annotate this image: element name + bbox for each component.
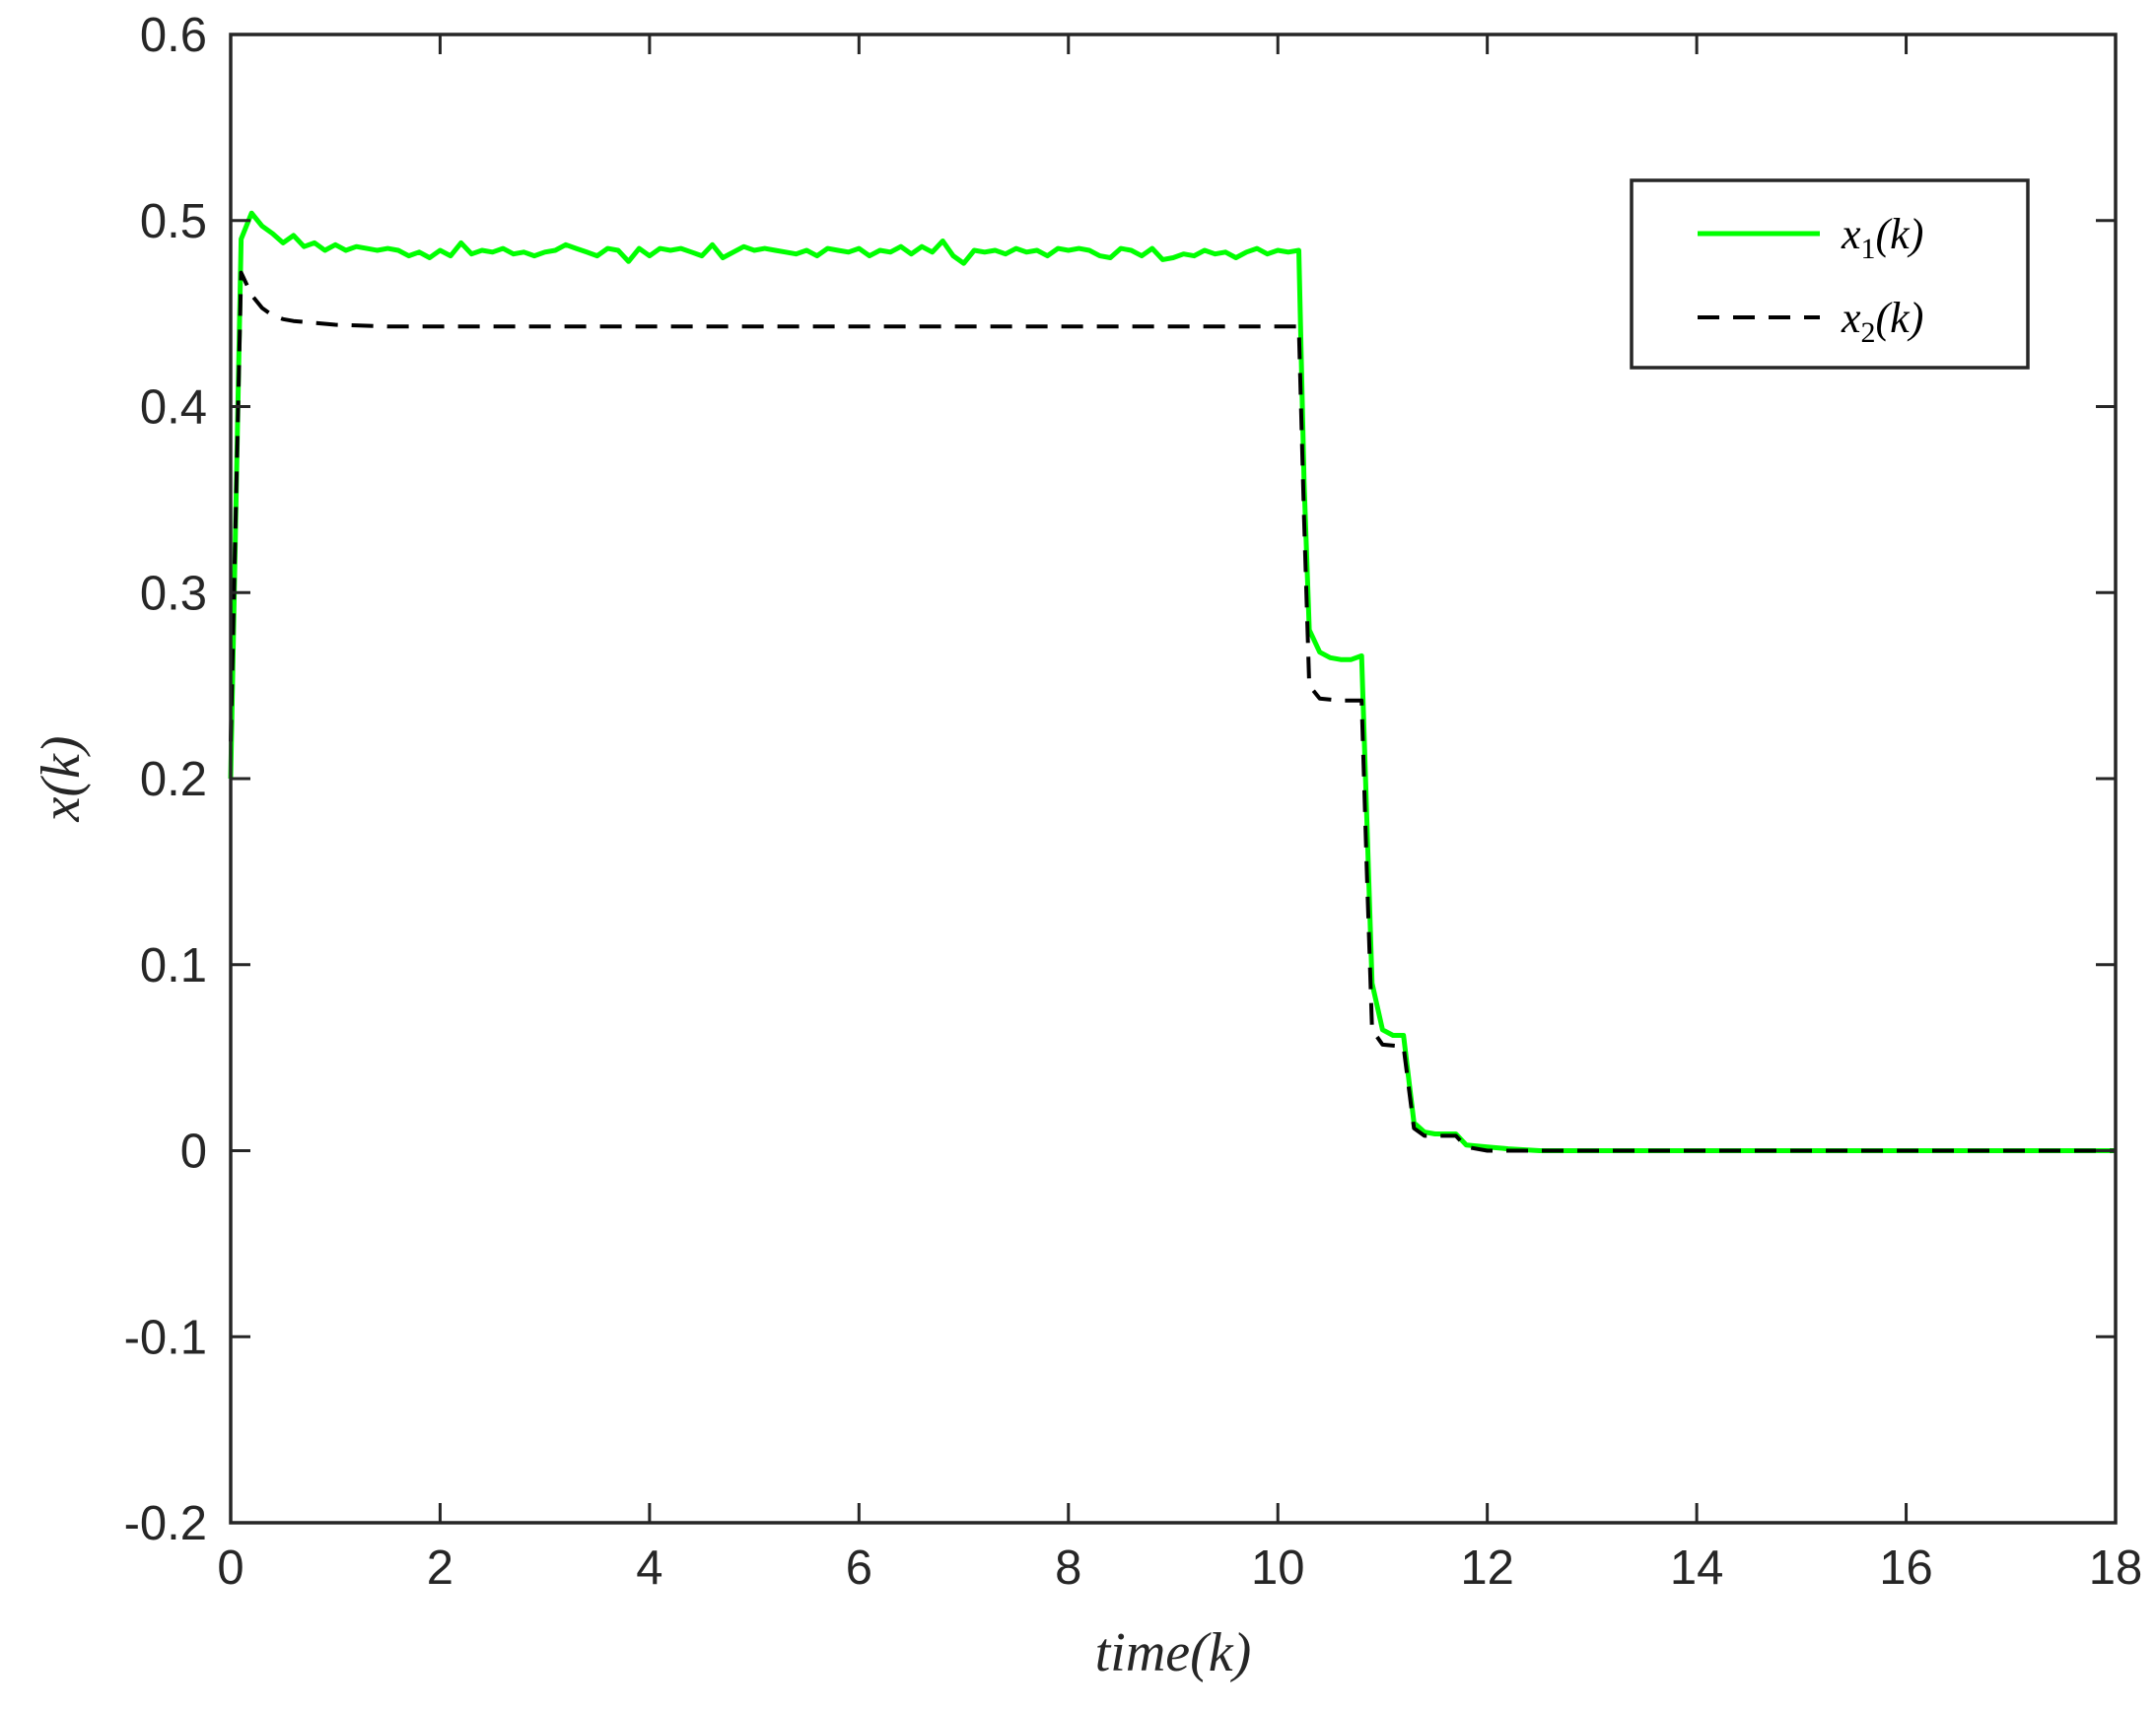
- y-tick-label: 0.1: [140, 939, 207, 992]
- y-tick-label: 0.5: [140, 195, 207, 248]
- y-tick-label: 0.6: [140, 9, 207, 62]
- legend-label-x2: x2(k): [1841, 294, 1923, 349]
- x-tick-label: 0: [217, 1541, 243, 1595]
- x-tick-label: 10: [1251, 1541, 1305, 1595]
- y-tick-label: 0.3: [140, 567, 207, 620]
- y-tick-label: 0: [180, 1126, 207, 1179]
- series-line-2: [229, 270, 2116, 1153]
- x-tick-label: 6: [846, 1541, 872, 1595]
- x-tick-label: 8: [1055, 1541, 1081, 1595]
- plot-area-frame: [229, 33, 2118, 1525]
- y-axis-label: x(k): [31, 735, 92, 822]
- x-tick-label: 18: [2089, 1541, 2143, 1595]
- y-tick-label: 0.4: [140, 381, 207, 435]
- x-tick-label: 14: [1670, 1541, 1724, 1595]
- y-tick-label: -0.1: [124, 1311, 207, 1364]
- x-tick-label: 2: [427, 1541, 453, 1595]
- x-tick-label: 12: [1460, 1541, 1514, 1595]
- x-tick-label: 4: [636, 1541, 662, 1595]
- legend-box: [1630, 178, 2030, 370]
- series-line-1: [228, 210, 2116, 1153]
- plot-series: [228, 210, 2116, 1153]
- tick-labels: 0 2 4 6 8 10 12 14 16 18 -0.2 -0.1 0 0.1 0.2 0.3 0.4 0.5 0…: [124, 9, 2143, 1595]
- legend-label-x1: x1(k): [1841, 210, 1923, 265]
- x-tick-label: 16: [1879, 1541, 1933, 1595]
- x-axis-label: time(k): [1095, 1622, 1252, 1683]
- y-tick-label: 0.2: [140, 753, 207, 806]
- y-tick-label: -0.2: [124, 1497, 207, 1550]
- legend: x1(k) x2(k): [1630, 178, 2030, 370]
